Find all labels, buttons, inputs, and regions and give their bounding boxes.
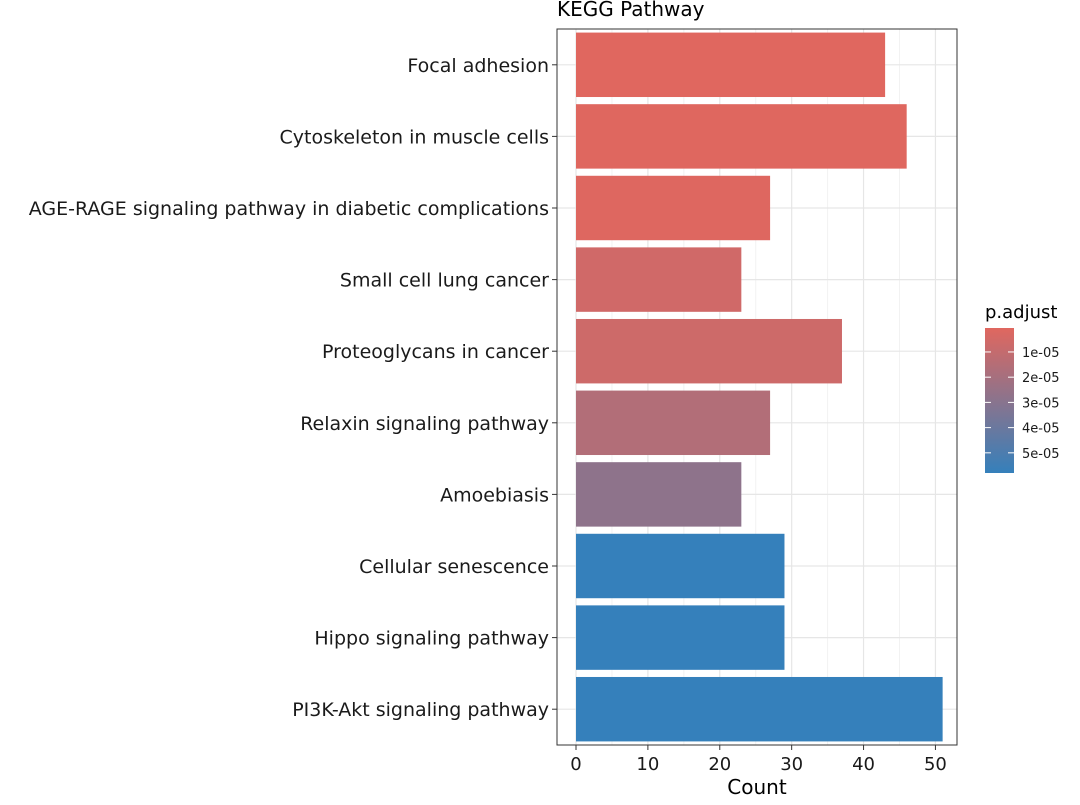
legend-label: 4e-05 xyxy=(1022,422,1060,437)
x-tick-label: 40 xyxy=(852,754,875,775)
y-tick-label: Focal adhesion xyxy=(407,55,549,77)
y-tick-label: Hippo signaling pathway xyxy=(314,628,549,650)
y-tick-label: Small cell lung cancer xyxy=(340,270,549,292)
bar xyxy=(576,247,742,312)
x-axis: 0 10 20 30 40 50 xyxy=(570,745,947,775)
legend-label: 5e-05 xyxy=(1022,447,1060,462)
bar xyxy=(576,318,842,384)
legend-colorbar xyxy=(985,328,1014,473)
legend-label: 1e-05 xyxy=(1022,346,1060,361)
x-tick-label: 50 xyxy=(924,754,947,775)
bar-layer xyxy=(576,32,943,742)
plot-panel-border xyxy=(556,28,958,746)
legend-label: 2e-05 xyxy=(1022,371,1060,386)
bar xyxy=(576,605,785,670)
y-tick-label: Proteoglycans in cancer xyxy=(322,341,549,363)
y-axis: Focal adhesion Cytoskeleton in muscle cel… xyxy=(29,55,557,721)
bar xyxy=(576,533,785,599)
bar xyxy=(576,676,943,742)
y-tick-label: Cytoskeleton in muscle cells xyxy=(280,126,549,148)
y-tick-label: Cellular senescence xyxy=(359,556,549,578)
y-tick-label: Relaxin signaling pathway xyxy=(300,413,549,435)
chart-title: KEGG Pathway xyxy=(557,0,705,21)
legend-label: 3e-05 xyxy=(1022,396,1060,411)
y-tick-label: AGE-RAGE signaling pathway in diabetic c… xyxy=(29,198,549,220)
y-tick-label: Amoebiasis xyxy=(440,484,549,506)
bar xyxy=(576,390,771,456)
bar xyxy=(576,175,771,241)
x-tick-label: 20 xyxy=(708,754,731,775)
x-tick-label: 10 xyxy=(636,754,659,775)
y-tick-label: PI3K-Akt signaling pathway xyxy=(292,699,549,721)
bar xyxy=(576,32,886,98)
legend-title: p.adjust xyxy=(985,302,1057,323)
bar xyxy=(576,104,907,169)
x-tick-label: 0 xyxy=(570,754,581,775)
legend: p.adjust 1e-05 2e-05 3e-05 4e-05 5e-05 xyxy=(985,302,1060,473)
x-tick-label: 30 xyxy=(780,754,803,775)
bar xyxy=(576,462,742,527)
x-axis-title: Count xyxy=(727,775,787,799)
